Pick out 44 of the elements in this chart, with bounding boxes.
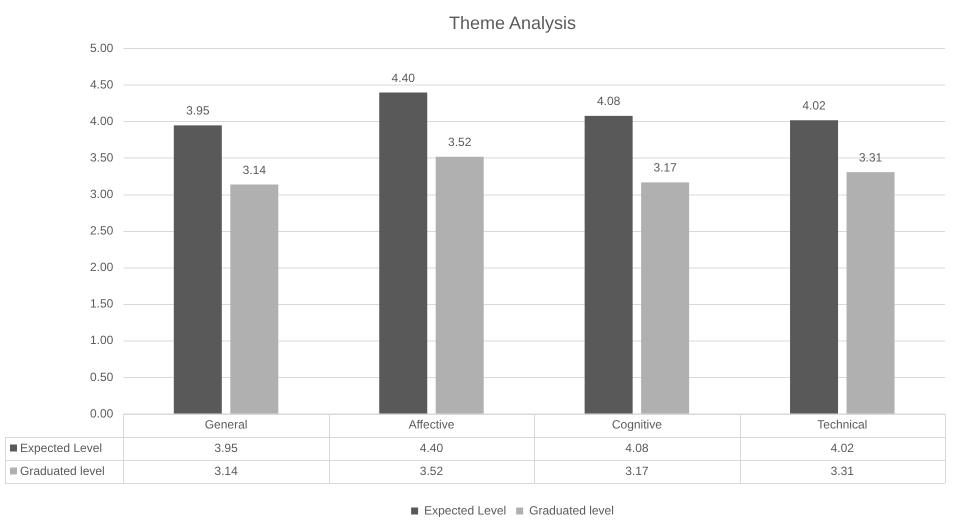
text: 4.40 (392, 70, 415, 85)
y-tick-label: 1.50 (90, 296, 114, 311)
data-label: 3.52 (420, 464, 444, 478)
text: 3.52 (448, 135, 472, 150)
bar (379, 92, 428, 414)
data-label: 3.95 (214, 440, 238, 455)
data-label: 3.17 (625, 464, 649, 478)
y-tick-label: 3.50 (90, 150, 114, 165)
legend-label: Expected Level (20, 440, 102, 455)
y-tick-label: 4.00 (90, 114, 114, 128)
text: Graduated level (20, 464, 105, 478)
y-tick-label: 2.00 (90, 260, 114, 274)
bar (846, 172, 895, 414)
data-label: 3.31 (830, 464, 854, 478)
data-label: 4.40 (420, 440, 444, 455)
data-label: 4.08 (625, 440, 649, 455)
bar (436, 156, 484, 414)
data-label: 4.02 (830, 440, 854, 455)
text: 3.14 (242, 162, 266, 177)
bar (641, 182, 690, 414)
text: 3.95 (186, 104, 210, 118)
y-tick-label: 0.00 (90, 406, 114, 420)
x-tick-label: Technical (817, 418, 868, 432)
x-tick-label: Affective (408, 418, 455, 432)
y-tick-label: 3.00 (90, 187, 114, 202)
y-tick-label: 4.50 (90, 77, 114, 92)
x-tick-label: Cognitive (612, 418, 662, 432)
chart-title: Theme Analysis (448, 12, 576, 33)
y-tick-label: 5.00 (90, 40, 114, 55)
bar (584, 116, 633, 414)
x-tick-label: General (204, 418, 248, 432)
bar (174, 125, 222, 414)
text: 3.17 (653, 160, 677, 175)
y-tick-label: 1.00 (90, 333, 114, 348)
text: Expected Level (424, 503, 506, 518)
y-tick-label: 0.50 (90, 370, 114, 384)
text: 4.08 (596, 94, 620, 108)
legend-label: Graduated level (529, 503, 614, 518)
y-tick-label: 2.50 (90, 224, 114, 238)
data-label: 3.14 (214, 464, 238, 478)
text: 4.02 (802, 98, 826, 113)
bar (230, 184, 278, 414)
text: 3.31 (858, 150, 882, 164)
bar (790, 120, 838, 414)
